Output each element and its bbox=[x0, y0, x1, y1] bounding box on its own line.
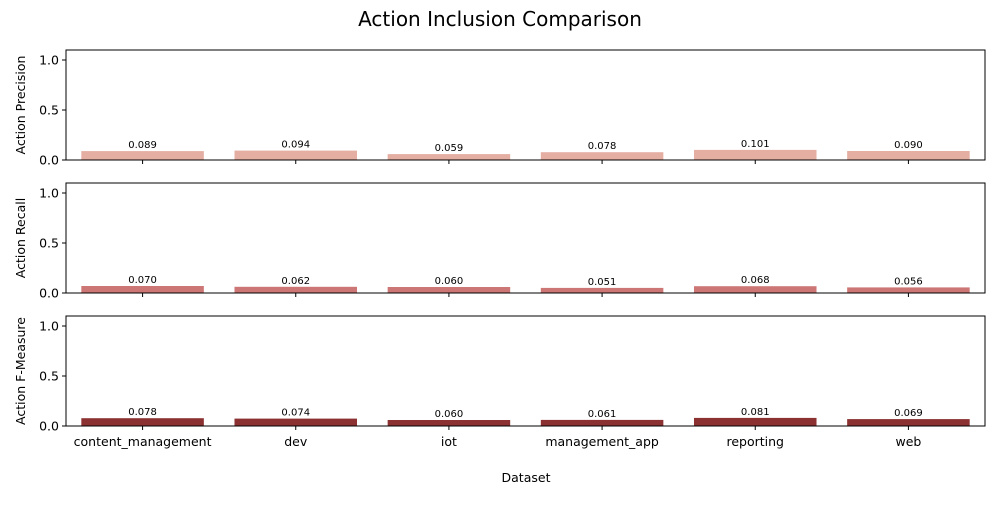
bar-value-label: 0.069 bbox=[894, 408, 923, 419]
y-tick-label: 0.0 bbox=[39, 419, 59, 434]
y-axis-label: Action Precision bbox=[13, 56, 28, 155]
bar-reporting bbox=[693, 286, 817, 293]
y-tick-label: 1.0 bbox=[39, 319, 59, 334]
x-tick-label-iot: iot bbox=[441, 434, 457, 449]
bar-management_app bbox=[540, 287, 664, 293]
x-tick-label-dev: dev bbox=[284, 434, 308, 449]
y-tick-label: 0.5 bbox=[39, 236, 59, 251]
bar-value-label: 0.059 bbox=[435, 143, 464, 154]
bar-dev bbox=[234, 418, 358, 426]
bar-value-label: 0.101 bbox=[741, 139, 770, 150]
bar-value-label: 0.074 bbox=[281, 408, 310, 419]
y-tick-label: 0.5 bbox=[39, 369, 59, 384]
y-tick-label: 1.0 bbox=[39, 186, 59, 201]
bar-reporting bbox=[693, 417, 817, 426]
x-tick-label-reporting: reporting bbox=[726, 434, 784, 449]
axes-frame bbox=[65, 315, 986, 427]
bar-iot bbox=[387, 154, 511, 160]
y-tick-label: 0.0 bbox=[39, 286, 59, 301]
bar-value-label: 0.089 bbox=[128, 140, 157, 151]
bar-value-label: 0.090 bbox=[894, 140, 923, 151]
bar-value-label: 0.070 bbox=[128, 275, 157, 286]
bar-value-label: 0.061 bbox=[588, 409, 617, 420]
bar-dev bbox=[234, 286, 358, 293]
bar-value-label: 0.081 bbox=[741, 407, 770, 418]
bar-iot bbox=[387, 420, 511, 426]
chart-title: Action Inclusion Comparison bbox=[358, 7, 642, 31]
subplot-3: 0.078 0.074 0.060 0.061 0.081 0.069 0.0 0.5 1.0 c… bbox=[13, 315, 986, 449]
x-tick-label-management_app: management_app bbox=[545, 434, 659, 449]
bar-value-label: 0.078 bbox=[588, 141, 617, 152]
y-axis-label: Action F-Measure bbox=[13, 317, 28, 425]
bar-value-label: 0.062 bbox=[281, 276, 310, 287]
bar-value-label: 0.056 bbox=[894, 276, 923, 287]
bar-content_management bbox=[81, 418, 204, 426]
bar-value-label: 0.078 bbox=[128, 407, 157, 418]
bar-value-label: 0.060 bbox=[435, 276, 464, 287]
bar-value-label: 0.051 bbox=[588, 277, 617, 288]
x-tick-label-web: web bbox=[895, 434, 921, 449]
bar-value-label: 0.094 bbox=[281, 140, 310, 151]
subplot-2: 0.070 0.062 0.060 0.051 0.068 0.056 0.0 0.5 1.0 A… bbox=[13, 182, 986, 301]
bar-web bbox=[847, 151, 970, 160]
bar-web bbox=[847, 419, 970, 426]
axes-frame bbox=[65, 182, 986, 294]
axes-frame bbox=[65, 49, 986, 161]
y-tick-label: 1.0 bbox=[39, 53, 59, 68]
y-tick-label: 0.5 bbox=[39, 103, 59, 118]
bar-iot bbox=[387, 287, 511, 293]
bar-value-label: 0.068 bbox=[741, 275, 770, 286]
bar-management_app bbox=[540, 152, 664, 160]
bar-management_app bbox=[540, 419, 664, 426]
bar-content_management bbox=[81, 151, 204, 160]
bar-reporting bbox=[693, 149, 817, 160]
bar-value-label: 0.060 bbox=[435, 409, 464, 420]
subplots: 0.089 0.094 0.059 0.078 0.101 0.090 0.0 0.5 1.0 A… bbox=[13, 49, 986, 449]
y-tick-label: 0.0 bbox=[39, 153, 59, 168]
y-axis-label: Action Recall bbox=[13, 198, 28, 278]
x-tick-label-content_management: content_management bbox=[74, 434, 212, 449]
bar-dev bbox=[234, 150, 358, 160]
x-axis-label: Dataset bbox=[502, 470, 551, 485]
bar-content_management bbox=[81, 286, 204, 293]
bar-web bbox=[847, 287, 970, 293]
subplot-1: 0.089 0.094 0.059 0.078 0.101 0.090 0.0 0.5 1.0 A… bbox=[13, 49, 986, 168]
